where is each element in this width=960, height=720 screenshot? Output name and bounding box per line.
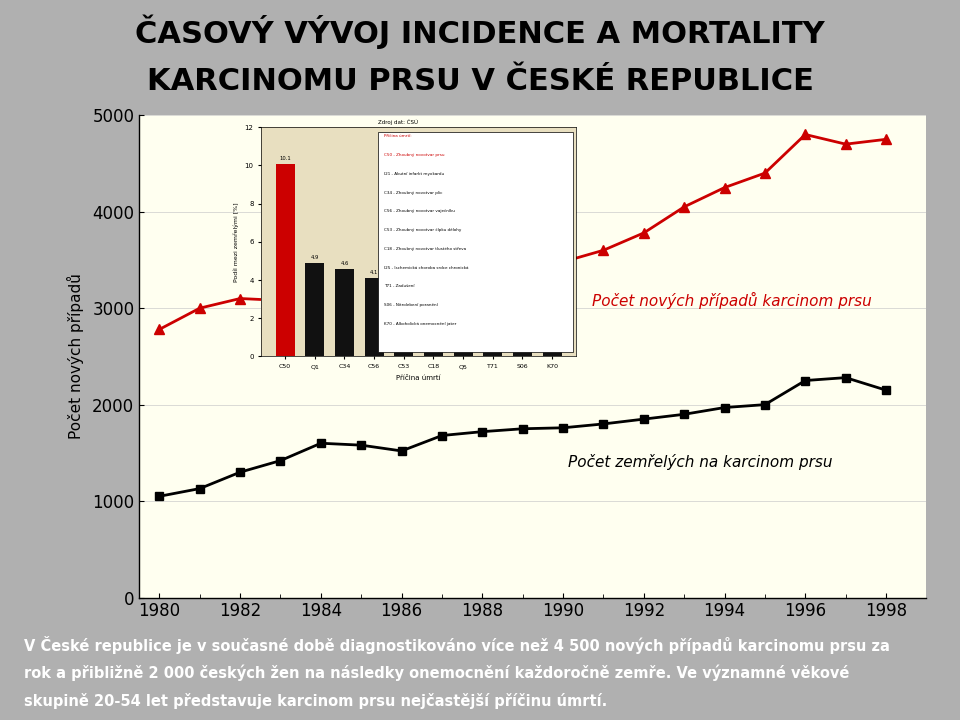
Text: KARCINOMU PRSU V ČESKÉ REPUBLICE: KARCINOMU PRSU V ČESKÉ REPUBLICE	[147, 67, 813, 96]
Y-axis label: Počet nových případů: Počet nových případů	[67, 274, 84, 439]
Text: ČASOVÝ VÝVOJ INCIDENCE A MORTALITY: ČASOVÝ VÝVOJ INCIDENCE A MORTALITY	[135, 14, 825, 48]
Text: skupině 20-54 let představuje karcinom prsu nejčastější příčinu úmrtí.: skupině 20-54 let představuje karcinom p…	[24, 693, 608, 709]
Text: Počet zemřelých na karcinom prsu: Počet zemřelých na karcinom prsu	[568, 454, 832, 470]
Text: V České republice je v současné době diagnostikováno více než 4 500 nových přípa: V České republice je v současné době dia…	[24, 636, 890, 654]
Text: Počet nových případů karcinom prsu: Počet nových případů karcinom prsu	[591, 292, 872, 309]
Text: rok a přibližně 2 000 českých žen na následky onemocnění každoročně zemře. Ve vý: rok a přibližně 2 000 českých žen na nás…	[24, 665, 850, 681]
